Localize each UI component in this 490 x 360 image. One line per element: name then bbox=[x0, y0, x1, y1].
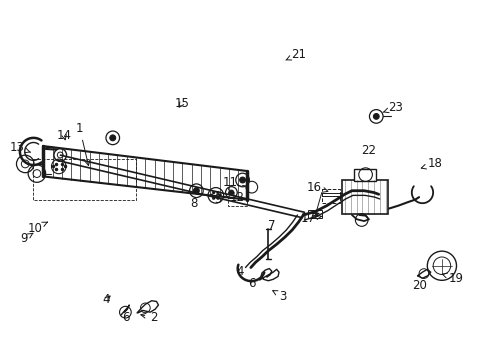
Text: 3: 3 bbox=[273, 289, 287, 303]
Bar bbox=[342, 180, 389, 214]
Bar bbox=[308, 210, 322, 218]
Circle shape bbox=[229, 190, 234, 195]
Text: 1: 1 bbox=[76, 122, 90, 166]
Circle shape bbox=[373, 113, 379, 119]
Circle shape bbox=[110, 135, 116, 141]
Circle shape bbox=[212, 197, 215, 199]
Text: 14: 14 bbox=[57, 129, 72, 142]
Text: 23: 23 bbox=[383, 102, 403, 114]
Text: 21: 21 bbox=[286, 48, 306, 61]
Bar bbox=[354, 169, 376, 181]
Text: 4: 4 bbox=[236, 265, 244, 278]
Circle shape bbox=[219, 194, 221, 197]
Circle shape bbox=[217, 197, 220, 199]
Text: 19: 19 bbox=[442, 272, 463, 285]
Text: 18: 18 bbox=[421, 157, 442, 170]
Text: 6: 6 bbox=[248, 277, 256, 290]
Text: 22: 22 bbox=[361, 144, 376, 157]
Text: 12: 12 bbox=[230, 191, 245, 204]
Text: 16: 16 bbox=[307, 181, 328, 194]
Text: 11: 11 bbox=[223, 176, 238, 189]
Text: 8: 8 bbox=[190, 197, 197, 210]
Text: 9: 9 bbox=[20, 233, 33, 246]
Text: 20: 20 bbox=[412, 279, 426, 292]
Circle shape bbox=[217, 191, 220, 194]
Text: 5: 5 bbox=[215, 193, 222, 206]
Text: 7: 7 bbox=[268, 219, 275, 232]
Text: 4: 4 bbox=[103, 293, 110, 306]
Circle shape bbox=[210, 194, 213, 197]
Circle shape bbox=[240, 177, 245, 183]
Text: 17: 17 bbox=[300, 212, 321, 225]
Text: 13: 13 bbox=[10, 141, 30, 154]
Bar bbox=[322, 189, 340, 203]
Circle shape bbox=[194, 188, 199, 194]
Text: 6: 6 bbox=[122, 311, 130, 324]
Bar bbox=[228, 185, 247, 206]
Text: 15: 15 bbox=[174, 97, 189, 110]
Circle shape bbox=[212, 191, 215, 194]
Text: 10: 10 bbox=[27, 222, 48, 235]
Bar bbox=[33, 158, 136, 200]
Text: 2: 2 bbox=[141, 311, 158, 324]
